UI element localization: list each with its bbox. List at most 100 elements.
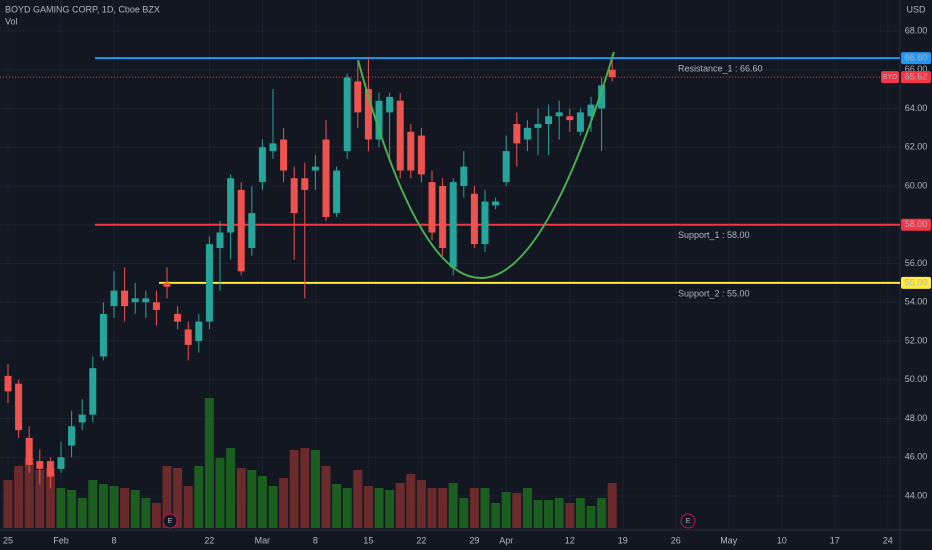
volume-bar — [194, 466, 204, 528]
volume-bar — [501, 492, 511, 528]
candle-body — [216, 232, 224, 249]
volume-bar — [141, 498, 151, 528]
volume-bar — [3, 480, 13, 528]
level-badge — [901, 276, 931, 289]
candle-body — [439, 186, 447, 249]
candle-body — [227, 178, 235, 233]
volume-bar — [342, 488, 352, 528]
volume-bar — [247, 470, 257, 528]
candle-body — [481, 201, 489, 245]
cup-curve — [357, 51, 615, 279]
candle-body — [311, 166, 319, 171]
candle-body — [78, 414, 86, 423]
candle-body — [258, 147, 266, 183]
candle-body — [290, 178, 298, 214]
candle-body — [460, 166, 468, 187]
volume-bar — [204, 398, 214, 528]
currency-label: USD — [906, 4, 926, 14]
volume-bar — [236, 468, 246, 528]
candle-body — [322, 139, 330, 218]
candle-body — [36, 461, 44, 469]
volume-bar — [56, 488, 66, 528]
volume-bar — [215, 458, 225, 528]
volume-bar — [565, 503, 575, 528]
volume-bar — [544, 500, 554, 528]
x-tick-label: 15 — [363, 535, 373, 545]
y-tick-label: 44.00 — [905, 490, 928, 500]
last-price-badge — [901, 71, 931, 84]
y-tick-label: 62.00 — [905, 142, 928, 152]
candle-body — [407, 131, 415, 171]
volume-bar — [183, 486, 193, 528]
candle-body — [502, 151, 510, 183]
candle-body — [598, 85, 606, 109]
volume-bar — [469, 488, 479, 528]
candle-body — [396, 100, 404, 171]
candle-body — [587, 104, 595, 117]
volume-bar — [459, 498, 469, 528]
candle-body — [121, 290, 129, 307]
volume-bar — [586, 506, 596, 528]
level-text: Support_2 : 55.00 — [678, 288, 750, 298]
volume-label: Vol — [5, 16, 18, 26]
volume-bar — [597, 498, 607, 528]
x-tick-label: 8 — [111, 535, 116, 545]
candle-body — [386, 96, 394, 113]
level-badge — [901, 218, 931, 231]
volume-bar — [289, 450, 299, 528]
candle-body — [4, 375, 12, 392]
volume-bar — [363, 486, 373, 528]
candle-body — [142, 298, 150, 303]
y-tick-label: 46.00 — [905, 452, 928, 462]
candle-body — [174, 313, 182, 322]
candle-body — [237, 189, 245, 272]
symbol-badge-label: BYD — [883, 74, 897, 81]
symbol-badge — [881, 71, 899, 84]
y-tick-label: 66.00 — [905, 64, 928, 74]
y-tick-label: 52.00 — [905, 335, 928, 345]
volume-bar — [120, 488, 130, 528]
y-tick-label: 48.00 — [905, 413, 928, 423]
candle-body — [333, 170, 341, 214]
x-tick-label: 8 — [313, 535, 318, 545]
volume-bar — [533, 500, 543, 528]
x-tick-label: Mar — [255, 535, 271, 545]
y-tick-label: 68.00 — [905, 25, 928, 35]
volume-bar — [321, 466, 331, 528]
candle-body — [184, 329, 192, 345]
volume-bar — [257, 476, 267, 528]
candle-body — [523, 127, 531, 140]
event-label: E — [686, 518, 691, 525]
candle-body — [152, 302, 160, 311]
volume-bar — [162, 466, 172, 528]
volume-bar — [35, 470, 45, 528]
candle-body — [343, 77, 351, 152]
candle-body — [280, 139, 288, 171]
x-tick-label: 17 — [830, 535, 840, 545]
last-price-label: 65.62 — [905, 71, 928, 81]
candle-body — [492, 201, 500, 206]
candle-body — [449, 182, 457, 268]
level-badge-label: 66.60 — [905, 53, 928, 63]
y-tick-label: 56.00 — [905, 258, 928, 268]
volume-layer — [3, 398, 617, 528]
volume-bar — [522, 488, 532, 528]
candle-body — [269, 143, 277, 152]
x-tick-label: 22 — [416, 535, 426, 545]
volume-bar — [512, 493, 522, 528]
x-tick-label: 24 — [883, 535, 893, 545]
volume-bar — [406, 474, 416, 528]
candle-body — [470, 193, 478, 245]
x-tick-label: 29 — [469, 535, 479, 545]
candle-body — [205, 244, 213, 322]
x-tick-label: Apr — [499, 535, 513, 545]
volume-bar — [98, 484, 108, 528]
volume-bar — [554, 498, 564, 528]
volume-bar — [385, 490, 395, 528]
volume-bar — [279, 478, 289, 528]
candle-body — [354, 81, 362, 113]
volume-bar — [45, 468, 55, 528]
volume-bar — [416, 480, 426, 528]
candle-body — [131, 298, 139, 303]
